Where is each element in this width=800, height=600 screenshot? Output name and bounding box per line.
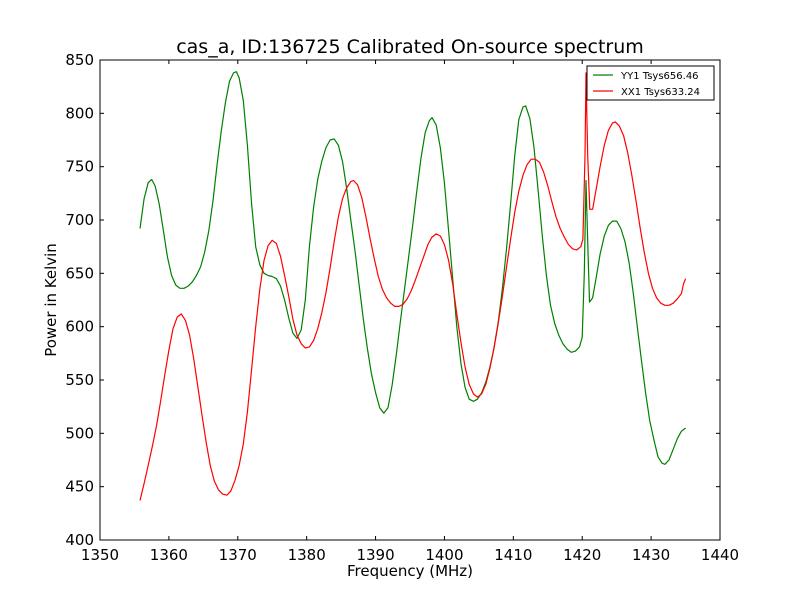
y-tick-label: 800 — [65, 104, 94, 122]
x-tick-label: 1360 — [150, 546, 188, 564]
legend-label-xx1: XX1 Tsys633.24 — [621, 87, 700, 98]
legend: YY1 Tsys656.46 XX1 Tsys633.24 — [586, 65, 715, 101]
y-tick-label: 450 — [65, 478, 94, 496]
x-tick-label: 1410 — [494, 546, 532, 564]
legend-frame — [586, 65, 715, 101]
y-tick-label: 750 — [65, 158, 94, 176]
x-axis-title: Frequency (MHz) — [347, 562, 473, 580]
x-tick-label: 1400 — [425, 546, 463, 564]
series-line-xx1 — [139, 72, 687, 501]
x-tick-label: 1420 — [563, 546, 601, 564]
legend-label-yy1: YY1 Tsys656.46 — [620, 71, 699, 82]
x-tick-label: 1440 — [701, 546, 739, 564]
y-tick-label: 600 — [65, 318, 94, 336]
x-tick-label: 1370 — [219, 546, 257, 564]
x-tick-label: 1350 — [81, 546, 119, 564]
x-tick-label: 1430 — [632, 546, 670, 564]
series-line-yy1 — [139, 71, 686, 465]
chart-title: cas_a, ID:136725 Calibrated On-source sp… — [176, 36, 644, 58]
x-tick-label: 1390 — [356, 546, 394, 564]
plot-frame — [99, 59, 721, 541]
y-tick-label: 700 — [65, 211, 94, 229]
y-tick-label: 400 — [65, 531, 94, 549]
plot-area — [139, 71, 687, 501]
y-tick-label: 500 — [65, 424, 94, 442]
x-tick-label: 1380 — [288, 546, 326, 564]
y-tick-label: 650 — [65, 264, 94, 282]
y-tick-label: 850 — [65, 51, 94, 69]
y-axis-title: Power in Kelvin — [42, 243, 60, 357]
axes: 1350 1360 1370 1380 1390 1400 1410 1420 1430 1440… — [65, 51, 739, 564]
y-tick-label: 550 — [65, 371, 94, 389]
